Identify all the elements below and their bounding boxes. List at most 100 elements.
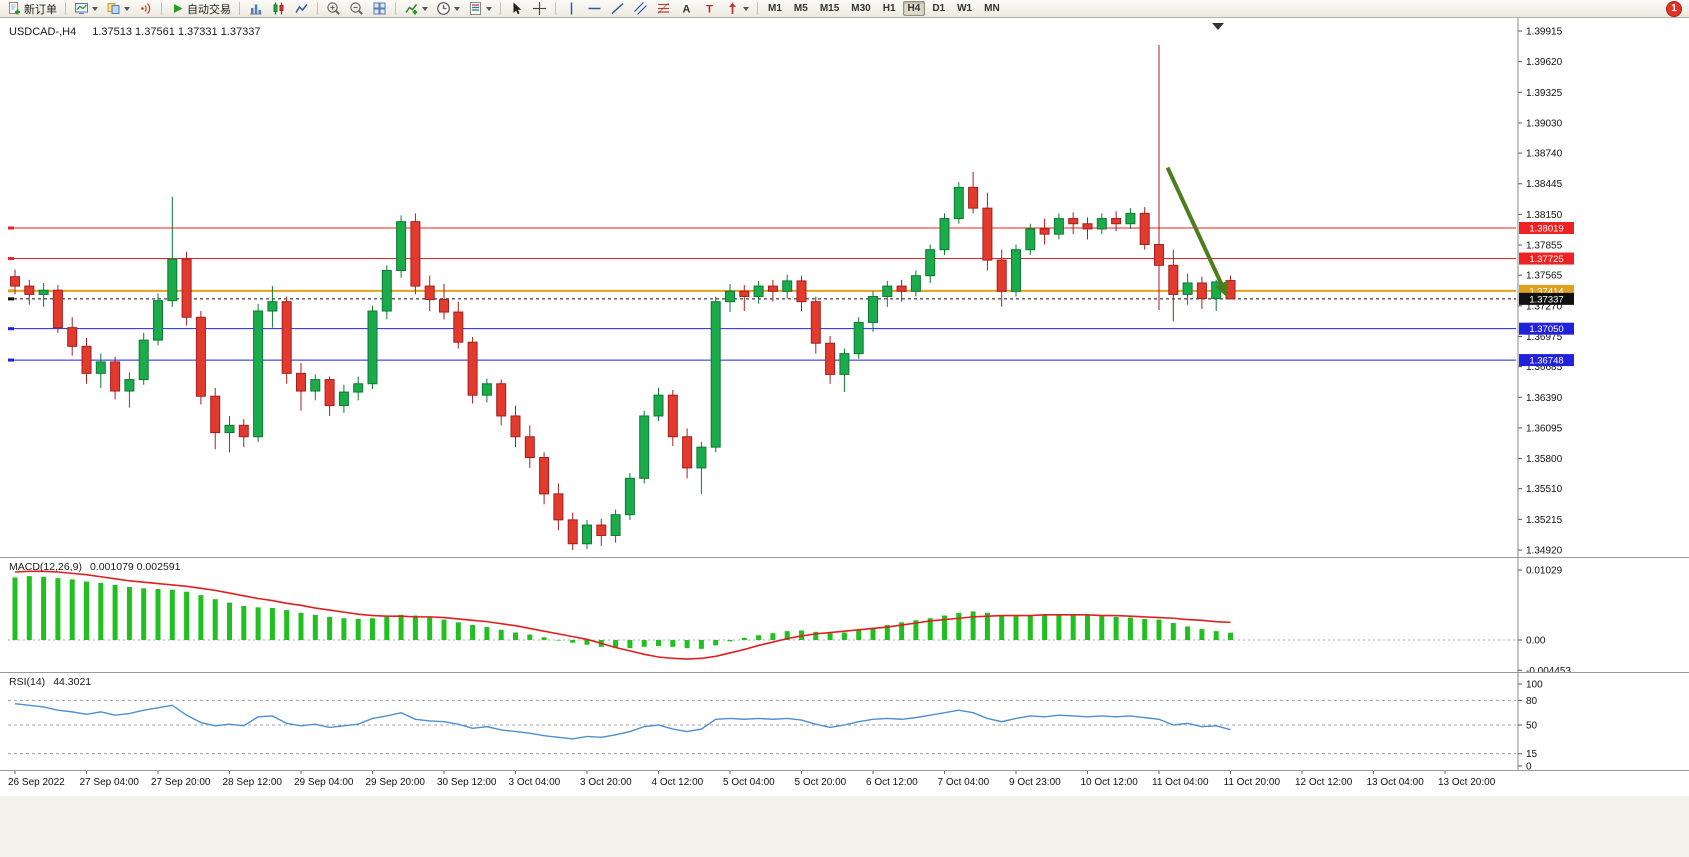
resistance-line-2-handle[interactable] [8, 257, 14, 261]
macd-axis[interactable]: 0.01029 0.00 -0.004453 [1518, 566, 1571, 672]
sell-arrow-annotation[interactable] [1165, 166, 1229, 299]
price-axis-label: 1.37855 [1526, 241, 1563, 252]
time-axis-label: 11 Oct 20:00 [1224, 777, 1281, 788]
price-axis-label: 1.35215 [1526, 515, 1563, 526]
dropdown-caret-icon [422, 6, 428, 11]
time-axis-label: 11 Oct 04:00 [1152, 777, 1209, 788]
cursor-icon [513, 2, 522, 15]
time-axis-label: 13 Oct 20:00 [1438, 777, 1496, 788]
time-axis-label: 27 Sep 20:00 [151, 777, 211, 788]
cursor-button[interactable] [506, 0, 527, 18]
bar-chart-button[interactable] [245, 0, 266, 18]
charts-icon [75, 3, 88, 14]
label-button[interactable]: T [699, 0, 720, 18]
rsi-name: RSI(14) [9, 676, 46, 688]
support-line-2-handle[interactable] [8, 358, 14, 362]
price-axis-label: 1.36095 [1526, 423, 1563, 434]
time-axis-label: 29 Sep 04:00 [294, 777, 354, 788]
profiles-button[interactable] [103, 0, 133, 18]
time-axis-label: 7 Oct 04:00 [938, 777, 990, 788]
candlestick-icon [273, 2, 284, 15]
price-axis-label: 1.37565 [1526, 271, 1563, 282]
channel-icon [634, 2, 647, 15]
price-axis-label: 1.35510 [1526, 484, 1563, 495]
current-price-line-handle[interactable] [8, 297, 14, 301]
rsi-panel[interactable]: 100 80 50 15 0 [0, 672, 1689, 770]
zoom-out-button[interactable] [346, 0, 367, 18]
tf-m1-button[interactable]: M1 [768, 3, 782, 14]
tile-windows-button[interactable] [369, 0, 390, 18]
price-axis-label: 1.36685 [1526, 362, 1563, 373]
tf-h1-button[interactable]: H1 [882, 3, 896, 14]
chart-shift-marker[interactable] [1212, 23, 1224, 30]
price-chart[interactable]: 1.39915 1.39620 1.39325 1.39030 1.38740 1.384… [0, 18, 1689, 557]
price-axis-label: 1.39620 [1526, 57, 1563, 68]
price-tag-text: 1.38019 [1529, 224, 1563, 235]
arrows-icon [729, 2, 736, 14]
price-axis-label: 1.39030 [1526, 118, 1563, 129]
price-axis-label: 1.35800 [1526, 454, 1563, 465]
price-tag-text: 1.37414 [1529, 286, 1563, 297]
text-button[interactable]: A [676, 0, 697, 18]
zoom-in-button[interactable] [323, 0, 344, 18]
autotrading-button[interactable]: 自动交易 [167, 0, 234, 18]
channel-button[interactable] [630, 0, 651, 18]
resistance-line-1-handle[interactable] [8, 226, 14, 230]
candles [10, 45, 1236, 550]
tf-w1-button[interactable]: W1 [957, 3, 973, 14]
toolbar-separator [239, 2, 240, 15]
tf-m30-button[interactable]: M30 [851, 3, 871, 14]
toolbar-separator [500, 2, 501, 15]
time-axis-label: 3 Oct 04:00 [509, 777, 561, 788]
templates-button[interactable] [465, 0, 495, 18]
fibonacci-button[interactable] [653, 0, 674, 18]
signals-icon [141, 3, 151, 14]
time-axis-label: 28 Sep 12:00 [223, 777, 283, 788]
crosshair-icon [533, 2, 546, 15]
time-axis-label: 9 Oct 23:00 [1009, 777, 1061, 788]
pivot-line-handle[interactable] [8, 289, 14, 293]
templates-icon [470, 2, 481, 15]
rsi-axis[interactable]: 100 80 50 15 0 [1518, 680, 1543, 771]
bar-chart-icon [250, 4, 262, 15]
macd-panel[interactable]: 0.01029 0.00 -0.004453 [0, 557, 1689, 672]
periods-button[interactable] [433, 0, 463, 18]
rsi-line [14, 702, 1231, 740]
dropdown-caret-icon [124, 6, 130, 11]
charts-button[interactable] [71, 0, 101, 18]
indicators-button[interactable] [401, 0, 431, 18]
price-axis-label: 1.34920 [1526, 546, 1563, 557]
tf-d1-button[interactable]: D1 [932, 3, 946, 14]
crosshair-button[interactable] [529, 0, 550, 18]
toolbar-separator [395, 2, 396, 15]
rsi-label: RSI(14) 44.3021 [9, 676, 91, 688]
candlestick-button[interactable] [268, 0, 289, 18]
hline-button[interactable] [584, 0, 605, 18]
tf-m15-button[interactable]: M15 [819, 3, 840, 14]
chart-window[interactable]: 1.39915 1.39620 1.39325 1.39030 1.38740 1.384… [0, 18, 1689, 796]
signals-button[interactable] [135, 0, 156, 18]
arrows-button[interactable] [722, 0, 752, 18]
time-axis-label: 3 Oct 20:00 [580, 777, 632, 788]
price-axis[interactable]: 1.39915 1.39620 1.39325 1.39030 1.38740 1.384… [1518, 27, 1563, 557]
time-axis[interactable]: 26 Sep 2022 27 Sep 04:00 27 Sep 20:00 28 Se… [0, 770, 1689, 796]
price-axis-label: 1.38150 [1526, 210, 1563, 221]
svg-text:A: A [683, 4, 691, 16]
support-line-1-handle[interactable] [8, 327, 14, 331]
price-tag-text: 1.37725 [1529, 254, 1563, 265]
chart-title: USDCAD-,H4 1.37513 1.37561 1.37331 1.3733… [9, 26, 260, 38]
new-order-button[interactable]: 新订单 [4, 0, 60, 18]
line-chart-button[interactable] [291, 0, 312, 18]
price-axis-label: 1.36975 [1526, 332, 1563, 343]
tf-h4-button[interactable]: H4 [902, 1, 926, 16]
tf-mn-button[interactable]: MN [984, 3, 1000, 14]
price-tag-text: 1.37337 [1529, 294, 1563, 305]
price-tag-text: 1.37050 [1529, 324, 1563, 335]
trendline-button[interactable] [607, 0, 628, 18]
time-axis-labels[interactable]: 26 Sep 2022 27 Sep 04:00 27 Sep 20:00 28 Se… [8, 771, 1496, 788]
tf-m5-button[interactable]: M5 [793, 3, 808, 14]
price-tag-text: 1.36748 [1529, 356, 1563, 367]
notification-badge[interactable]: 1 [1666, 0, 1682, 17]
vline-button[interactable] [561, 0, 582, 18]
dropdown-caret-icon [486, 6, 492, 11]
